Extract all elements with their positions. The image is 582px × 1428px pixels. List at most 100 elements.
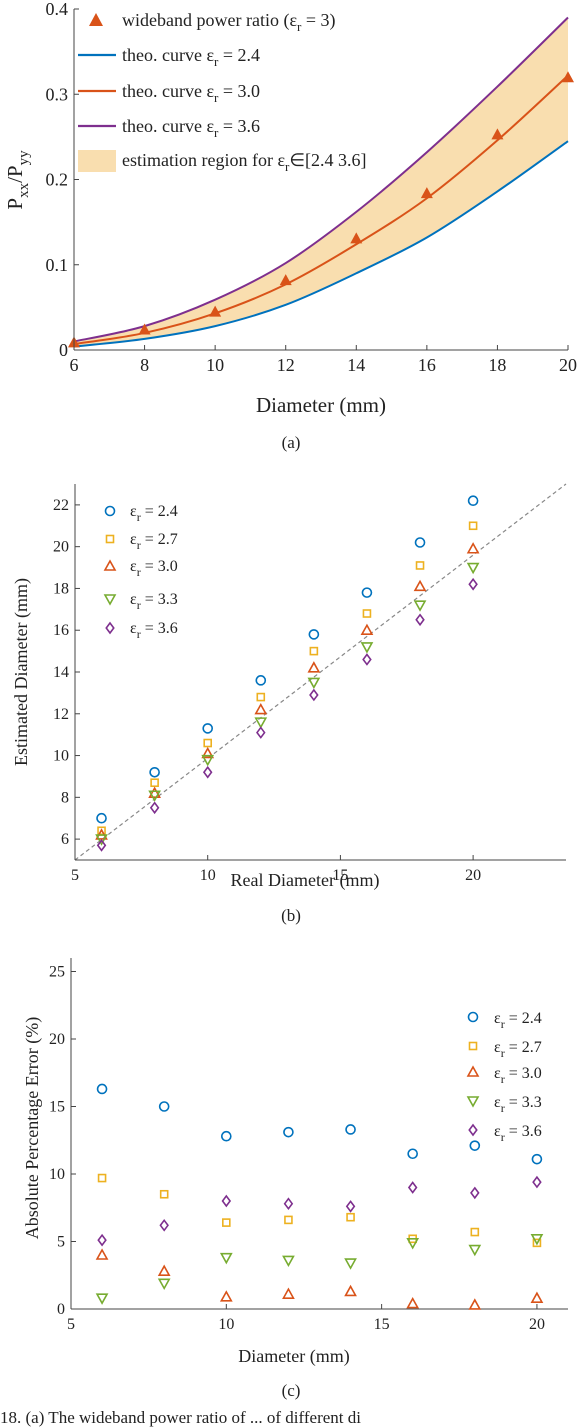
data-point-triangle-down [254, 717, 268, 729]
data-point-triangle [360, 623, 374, 636]
data-point-triangle-down [95, 1293, 109, 1305]
data-point-triangle [282, 1287, 295, 1299]
x-tick-label: 5 [71, 867, 79, 884]
data-point-square [150, 778, 159, 788]
panel-b-plot [74, 483, 567, 861]
y-tick-label: 20 [49, 1031, 65, 1048]
figure-footer-text: 18. (a) The wideband power ratio of ... … [0, 1408, 361, 1427]
x-tick-label: 20 [559, 355, 577, 375]
y-axis-label: Estimated Diameter (mm) [11, 578, 32, 766]
data-point-triangle-down [307, 677, 321, 690]
x-tick-label: 5 [67, 1316, 75, 1333]
data-point-square [346, 1212, 355, 1222]
data-point-triangle [148, 786, 161, 798]
x-tick-label: 12 [277, 355, 295, 375]
legend-marker-circle [104, 505, 116, 517]
x-tick-label: 10 [218, 1316, 234, 1333]
data-point-diamond [221, 1194, 232, 1208]
data-point-circle [361, 587, 373, 598]
y-tick-label: 0.4 [46, 0, 69, 19]
power-ratio-marker [420, 187, 433, 199]
legend-label: εr = 3.3 [130, 591, 178, 612]
data-point-square [97, 826, 106, 836]
legend-label: εr = 3.6 [494, 1123, 542, 1144]
data-point-circle [531, 1153, 543, 1165]
data-point-circle [221, 1130, 232, 1142]
y-tick-label: 0.1 [46, 255, 69, 275]
data-point-square [203, 738, 213, 748]
caption-b: (b) [281, 906, 301, 925]
x-axis-label: Diameter (mm) [256, 393, 386, 417]
data-point-triangle-down [406, 1238, 420, 1250]
data-point-square [284, 1215, 293, 1225]
data-point-square [362, 609, 372, 618]
legend-label: estimation region for εr∈[2.4 3.6] [122, 150, 367, 174]
legend-label: εr = 2.7 [130, 531, 178, 552]
data-point-triangle-down [95, 834, 108, 846]
data-point-diamond [362, 653, 372, 666]
x-tick-label: 15 [332, 867, 348, 884]
y-tick-label: 6 [61, 831, 69, 848]
legend-marker-square [468, 1041, 478, 1051]
data-point-circle [255, 675, 267, 686]
data-point-diamond [470, 1186, 480, 1200]
data-point-square [159, 1189, 169, 1199]
legend-marker-triangle-down [103, 594, 117, 606]
data-point-square [415, 561, 425, 570]
caption-c: (c) [281, 1381, 301, 1400]
data-point-diamond [159, 1218, 169, 1232]
data-point-triangle [307, 661, 321, 673]
data-point-square [222, 1218, 231, 1227]
data-point-circle [96, 812, 107, 824]
panel-c-plot [70, 958, 568, 1310]
data-point-circle [149, 766, 160, 778]
data-point-square [309, 646, 319, 656]
theo-curve-3-6-line [73, 16, 569, 343]
data-point-circle [467, 495, 479, 507]
data-point-diamond [309, 688, 319, 702]
data-point-diamond [345, 1200, 356, 1213]
y-tick-label: 20 [53, 539, 69, 556]
data-point-triangle-down [360, 642, 374, 654]
theo-curve-2-4-line [73, 140, 569, 348]
power-ratio-marker [138, 323, 151, 335]
x-tick-label: 6 [70, 355, 79, 375]
data-point-triangle-down [344, 1258, 357, 1270]
legend-marker-diamond [468, 1123, 478, 1137]
legend-marker-triangle [466, 1065, 480, 1077]
y-tick-label: 15 [49, 1099, 65, 1116]
data-point-triangle-down [413, 600, 427, 612]
data-point-circle [345, 1124, 356, 1135]
data-point-diamond [97, 1233, 107, 1247]
data-point-triangle [254, 702, 268, 715]
data-point-circle [469, 1140, 481, 1151]
legend-triangle-marker [89, 13, 103, 26]
panel-a-plot [68, 8, 574, 351]
data-point-triangle [468, 1298, 482, 1310]
data-point-circle [96, 1083, 108, 1095]
y-tick-label: 25 [49, 964, 65, 981]
data-point-triangle [219, 1290, 233, 1302]
x-tick-label: 20 [465, 867, 481, 884]
x-tick-label: 10 [200, 867, 216, 884]
x-tick-label: 15 [374, 1316, 390, 1333]
data-point-triangle-down [282, 1255, 295, 1268]
data-point-circle [202, 723, 214, 734]
legend-label: wideband power ratio (εr = 3) [122, 10, 336, 34]
legend-label: εr = 2.7 [494, 1039, 542, 1060]
x-axis-label: Diameter (mm) [238, 1346, 349, 1367]
x-tick-label: 10 [206, 355, 224, 375]
data-point-triangle-down [157, 1278, 171, 1290]
data-point-square [256, 692, 266, 702]
data-point-diamond [407, 1181, 418, 1194]
y-axis-label: Absolute Percentage Error (%) [22, 1017, 43, 1239]
data-point-triangle-down [148, 790, 161, 802]
data-point-circle [414, 537, 426, 548]
legend-marker-square [105, 534, 115, 544]
x-tick-label: 18 [488, 355, 506, 375]
legend-label: theo. curve εr = 3.6 [122, 116, 260, 140]
y-tick-label: 0 [59, 340, 68, 360]
x-tick-label: 20 [529, 1316, 545, 1333]
data-point-circle [308, 629, 320, 640]
